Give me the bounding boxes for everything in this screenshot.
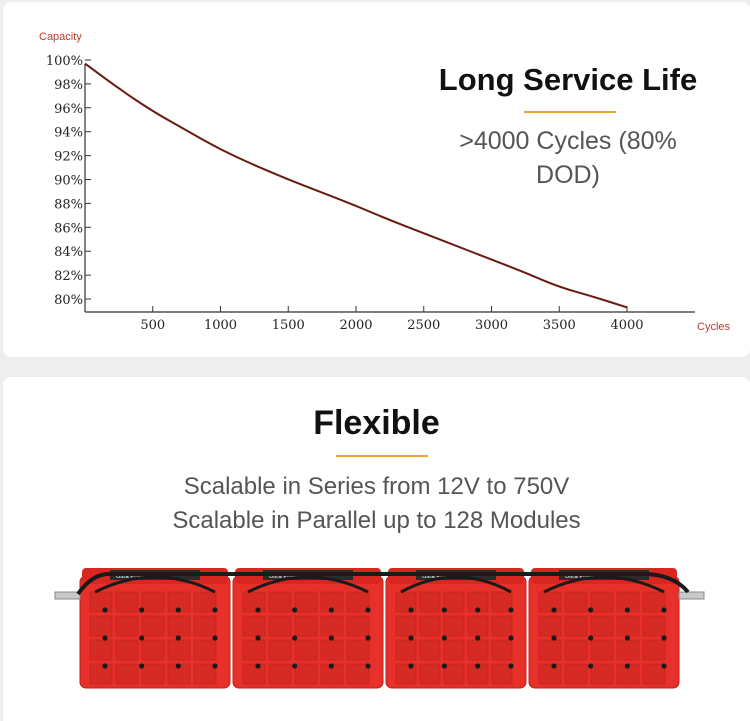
y-tick-label: 100%: [46, 54, 83, 69]
y-tick-label: 94%: [54, 126, 83, 141]
flexible-heading: Flexible: [313, 404, 440, 442]
y-tick-label: 98%: [54, 78, 83, 93]
y-tick-label: 88%: [54, 197, 83, 212]
terminal-left: [54, 591, 81, 600]
y-tick-label: 96%: [54, 102, 83, 117]
x-tick-label: 4000: [610, 318, 643, 333]
cycles-subtext: >4000 Cycles (80% DOD): [459, 127, 677, 189]
series-scalability-line: Scalable in Series from 12V to 750V: [183, 473, 570, 500]
x-axis-label: Cycles: [697, 321, 731, 333]
series-cable: [76, 571, 690, 596]
battery-module: Ultra Power: [528, 568, 680, 689]
x-tick-label: 500: [140, 318, 165, 333]
y-tick-label: 80%: [54, 293, 83, 308]
x-tick-label: 3500: [543, 318, 576, 333]
battery-module: Ultra Power: [385, 568, 527, 689]
y-tick-label: 86%: [54, 221, 83, 236]
x-tick-label: 3000: [475, 318, 508, 333]
x-tick-label: 1000: [204, 318, 237, 333]
battery-brand-label: Ultra Power: [269, 574, 300, 580]
x-tick-label: 2000: [339, 318, 372, 333]
capacity-chart: Capacity Cycles 100% 98% 96% 94% 92% 90% 88% 86…: [39, 31, 731, 333]
battery-brand-label: Ultra Power: [565, 574, 596, 580]
scalability-text: Scalable in Series from 12V to 750V Scal…: [3, 470, 750, 538]
battery-array-image: Ultra Power Ultra Power Ultra Power Ultra P…: [54, 568, 705, 689]
module-cable: [247, 575, 369, 594]
y-tick-label: 84%: [54, 245, 83, 260]
heading-underline: [524, 111, 616, 113]
module-cable: [94, 575, 216, 594]
battery-module: Ultra Power: [79, 568, 231, 689]
flexible-card: Flexible Scalable in Series from 12V to …: [3, 377, 750, 721]
y-tick-label: 82%: [54, 269, 83, 284]
battery-brand-label: Ultra Power: [116, 574, 147, 580]
service-life-heading: Long Service Life: [438, 62, 698, 97]
module-cable: [400, 575, 512, 594]
y-axis-label: Capacity: [39, 31, 82, 43]
module-cable: [543, 575, 665, 594]
x-tick-label: 2500: [407, 318, 440, 333]
y-tick-label: 92%: [54, 150, 83, 165]
terminal-right: [678, 591, 705, 600]
battery-brand-label: Ultra Power: [422, 574, 453, 580]
x-tick-label: 1500: [272, 318, 305, 333]
parallel-scalability-line: Scalable in Parallel up to 128 Modules: [172, 507, 581, 534]
y-tick-label: 90%: [54, 174, 83, 189]
heading-underline: [336, 455, 428, 457]
battery-module: Ultra Power: [232, 568, 384, 689]
service-life-card: Capacity Cycles 100% 98% 96% 94% 92% 90% 88% 86…: [3, 2, 750, 357]
capacity-curve: [84, 62, 628, 309]
